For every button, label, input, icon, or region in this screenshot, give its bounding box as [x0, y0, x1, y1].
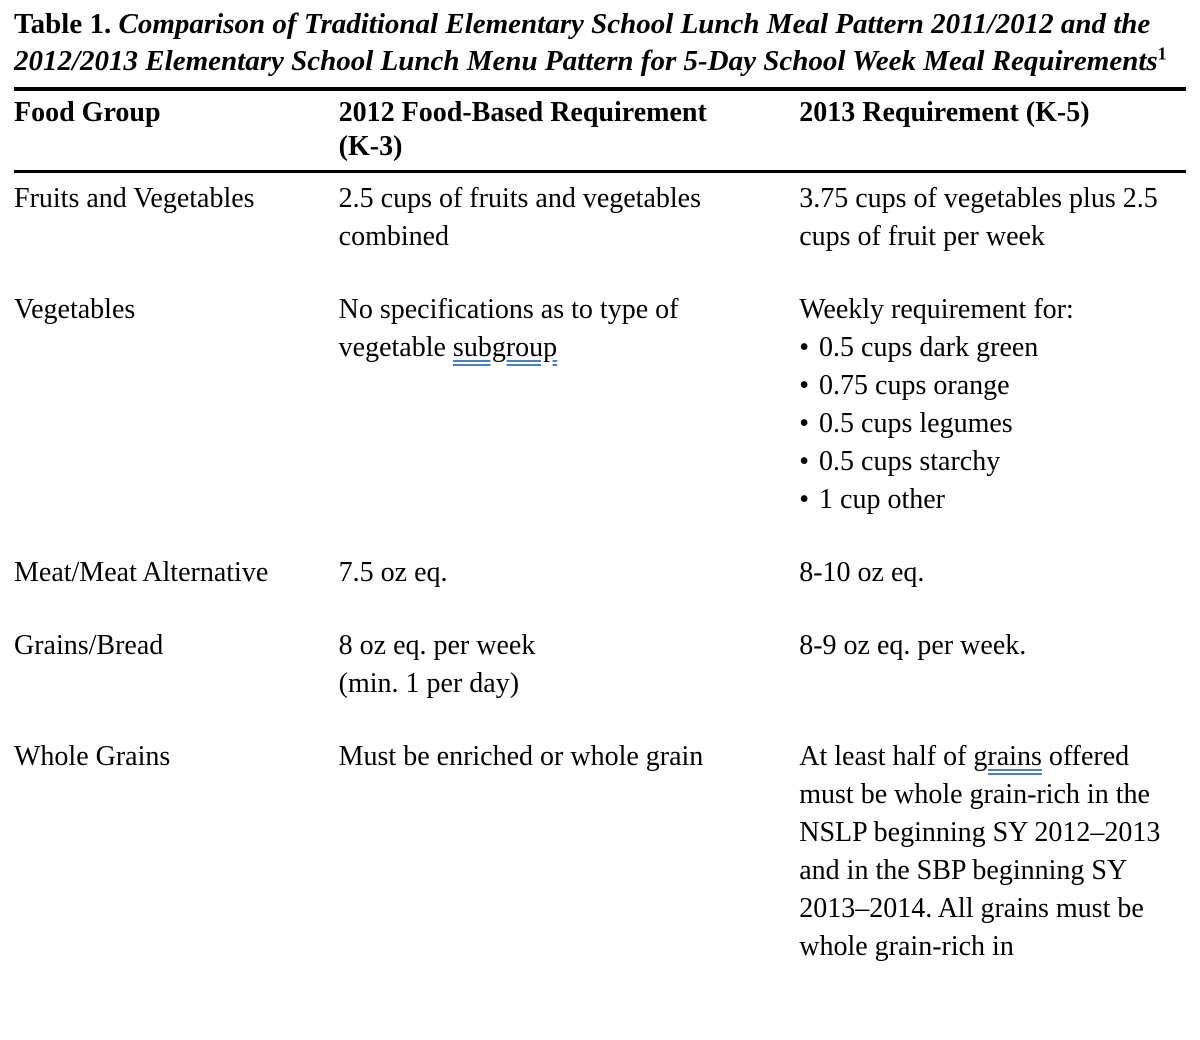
- column-header-2013-requirement: 2013 Requirement (K-5): [799, 89, 1186, 173]
- table-header-row: Food Group 2012 Food-Based Requirement (…: [14, 89, 1186, 173]
- list-item-text: 0.5 cups starchy: [819, 446, 1001, 477]
- list-item-text: 1 cup other: [819, 484, 946, 515]
- bullet-icon: •: [799, 408, 810, 439]
- meal-pattern-comparison-table: Food Group 2012 Food-Based Requirement (…: [14, 87, 1186, 966]
- list-item-text: 0.5 cups legumes: [819, 408, 1013, 439]
- bullet-icon: •: [799, 484, 810, 515]
- list-item: • 0.5 cups starchy: [799, 443, 1170, 481]
- bullet-icon: •: [799, 332, 810, 363]
- list-item-text: 0.5 cups dark green: [819, 332, 1039, 363]
- cell-text: 8 oz eq. per week: [338, 630, 536, 661]
- bullet-icon: •: [799, 370, 810, 401]
- cell-text: Weekly requirement for:: [799, 294, 1074, 325]
- table-row-whole-grains: Whole Grains Must be enriched or whole g…: [14, 731, 1186, 966]
- list-item: • 0.5 cups legumes: [799, 405, 1170, 443]
- cell-food-group: Grains/Bread: [14, 630, 164, 661]
- cell-2013-requirement: 3.75 cups of vegetables plus 2.5 cups of…: [799, 183, 1158, 252]
- list-item: • 1 cup other: [799, 481, 1170, 519]
- table-caption: Table 1. Comparison of Traditional Eleme…: [14, 6, 1186, 80]
- cell-2012-requirement: 7.5 oz eq.: [338, 557, 448, 588]
- list-item: • 0.75 cups orange: [799, 367, 1170, 405]
- cell-2013-requirement: 8-9 oz eq. per week.: [799, 630, 1027, 661]
- cell-text: offered must be whole grain-rich in the …: [799, 741, 1161, 962]
- cell-food-group: Meat/Meat Alternative: [14, 557, 269, 588]
- column-header-text: (K-3): [338, 131, 403, 162]
- cell-2012-requirement: Must be enriched or whole grain: [338, 741, 704, 772]
- table-row-grains-bread: Grains/Bread 8 oz eq. per week (min. 1 p…: [14, 620, 1186, 731]
- cell-2013-requirement: 8-10 oz eq.: [799, 557, 925, 588]
- list-item: • 0.5 cups dark green: [799, 329, 1170, 367]
- cell-text: No specifications as to type of vegetabl…: [338, 294, 679, 363]
- double-underlined-word: subgroup: [452, 332, 558, 363]
- table-caption-title: Comparison of Traditional Elementary Sch…: [14, 8, 1158, 77]
- footnote-marker: 1: [1157, 43, 1167, 64]
- table-caption-label: Table 1.: [14, 8, 112, 40]
- bullet-icon: •: [799, 446, 810, 477]
- column-header-text: Food Group: [14, 97, 161, 128]
- table-row-meat-meat-alternative: Meat/Meat Alternative 7.5 oz eq. 8-10 oz…: [14, 547, 1186, 620]
- cell-food-group: Whole Grains: [14, 741, 171, 772]
- cell-2013-requirement: Weekly requirement for: • 0.5 cups dark g…: [799, 284, 1186, 547]
- column-header-text: 2013 Requirement (K-5): [799, 97, 1090, 128]
- table-row-vegetables: Vegetables No specifications as to type …: [14, 284, 1186, 547]
- column-header-food-group: Food Group: [14, 89, 339, 173]
- cell-text: (min. 1 per day): [338, 668, 520, 699]
- table-row-fruits-and-vegetables: Fruits and Vegetables 2.5 cups of fruits…: [14, 172, 1186, 285]
- column-header-2012-requirement: 2012 Food-Based Requirement (K-3): [338, 89, 800, 173]
- cell-2013-requirement: At least half of grains offered must be …: [799, 731, 1186, 966]
- cell-2012-requirement: No specifications as to type of vegetabl…: [339, 284, 800, 547]
- cell-food-group: Vegetables: [14, 294, 136, 325]
- double-underlined-word: grains: [973, 741, 1042, 772]
- list-item-text: 0.75 cups orange: [819, 370, 1010, 401]
- column-header-text: 2012 Food-Based Requirement: [338, 97, 707, 128]
- cell-2012-requirement: 8 oz eq. per week (min. 1 per day): [339, 620, 800, 731]
- cell-text: At least half of: [799, 741, 967, 772]
- cell-food-group: Fruits and Vegetables: [14, 183, 255, 214]
- cell-2012-requirement: 2.5 cups of fruits and vegetables combin…: [338, 183, 701, 252]
- document-page: Table 1. Comparison of Traditional Eleme…: [14, 6, 1186, 966]
